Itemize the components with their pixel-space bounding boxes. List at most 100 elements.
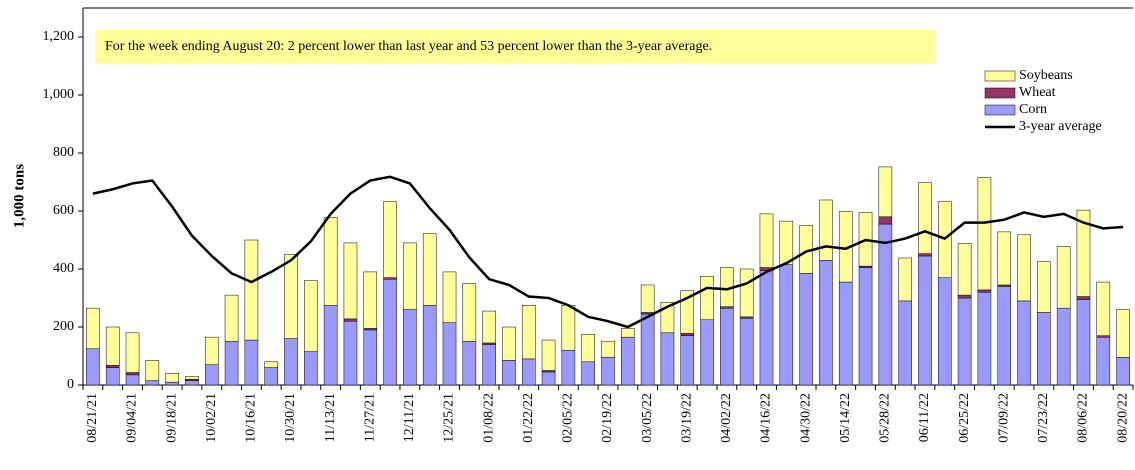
x-tick-label: 01/08/22 [481,393,496,443]
x-tick-label: 11/27/21 [362,393,377,442]
bar [1096,281,1111,336]
bar [284,338,298,386]
x-tick-label: 08/06/22 [1076,393,1091,443]
bar [779,264,794,386]
bar [680,335,695,386]
bar [581,334,595,363]
x-tick-label: 02/05/22 [561,393,576,443]
bar [660,332,675,386]
bar [997,286,1012,386]
y-axis-title: 1,000 tons [11,164,27,228]
bar [838,281,853,386]
x-tick-label: 08/20/22 [1115,393,1130,443]
bar [739,318,754,386]
bar [422,233,437,306]
bar [997,231,1012,286]
bar [304,280,318,352]
bar [819,199,833,261]
bar [1037,312,1051,386]
x-tick-label: 04/16/22 [759,393,774,443]
x-tick-label: 10/02/21 [204,393,219,443]
bar [601,357,615,386]
bar [799,273,813,386]
bar [1076,296,1091,300]
x-tick-label: 05/28/22 [878,393,893,443]
x-tick-label: 12/11/21 [402,393,417,442]
legend-label: Wheat [1019,85,1056,100]
x-tick-label: 07/23/22 [1036,393,1051,443]
bar [819,260,833,386]
legend-label: Soybeans [1019,68,1073,83]
bar [383,201,397,278]
bar [462,341,477,386]
x-tick-label: 05/14/22 [838,393,853,443]
bar [878,216,893,225]
bar [898,300,912,386]
bar [343,320,358,386]
bar [403,309,417,386]
bar [918,255,932,386]
bar [86,307,100,349]
x-tick-label: 08/21/21 [85,393,100,443]
y-tick-label: 0 [67,377,74,392]
bar [125,374,140,386]
x-tick-label: 04/30/22 [798,393,813,443]
bar [264,367,278,386]
bar [957,243,972,296]
bar [1096,336,1111,386]
bar [621,336,635,386]
bar [185,380,199,386]
y-tick-label: 1,200 [43,29,75,44]
x-tick-label: 09/18/21 [164,393,179,443]
x-tick-label: 09/04/21 [125,393,140,443]
legend-label: Corn [1019,102,1047,117]
bar [363,329,378,386]
bar [462,283,477,342]
bar [938,277,952,386]
bar [105,326,120,366]
bar [621,328,635,338]
bar [86,348,100,386]
bar [125,372,140,376]
bar [185,376,199,380]
bar [541,371,556,386]
bar [482,344,496,386]
bar [204,364,219,386]
bar [323,217,338,306]
bar [264,361,278,368]
x-tick-label: 02/19/22 [600,393,615,443]
bar [561,349,576,386]
x-tick-label: 12/25/21 [442,393,457,443]
x-tick-label: 10/16/21 [244,393,259,443]
x-tick-label: 01/22/22 [521,393,536,443]
bar [858,267,873,386]
bar [1116,309,1130,358]
bar [581,361,595,386]
bar [918,253,932,257]
bar [561,305,576,351]
bar [422,305,437,386]
bar [1017,234,1031,302]
bar [898,257,912,302]
bar [957,294,972,299]
legend-swatch [984,104,1016,116]
bar [977,289,992,293]
bar [1116,357,1130,386]
bar [165,381,179,386]
bar [1056,246,1071,309]
y-tick-label: 400 [53,261,74,276]
bar [759,213,774,268]
bar [759,270,774,386]
bar [977,177,992,291]
bar [700,319,714,386]
bar [541,339,556,371]
bar [521,358,536,386]
x-tick-label: 03/05/22 [640,393,655,443]
bar [105,365,120,368]
bar [878,166,893,218]
bar [482,310,496,344]
bar [957,297,972,386]
bar [224,341,239,386]
bar [165,373,179,383]
bar [640,313,655,386]
